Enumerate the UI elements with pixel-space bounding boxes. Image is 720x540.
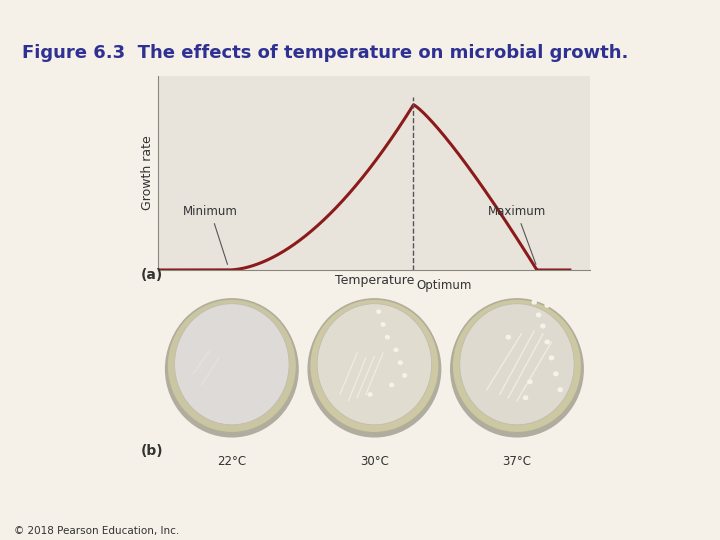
- Ellipse shape: [557, 387, 563, 392]
- Text: Optimum: Optimum: [417, 279, 472, 293]
- Text: Figure 6.3  The effects of temperature on microbial growth.: Figure 6.3 The effects of temperature on…: [22, 44, 628, 63]
- Ellipse shape: [384, 335, 390, 340]
- Ellipse shape: [397, 360, 403, 365]
- Ellipse shape: [452, 299, 582, 433]
- X-axis label: Temperature: Temperature: [335, 274, 414, 287]
- Ellipse shape: [402, 373, 408, 378]
- Ellipse shape: [544, 303, 550, 308]
- Ellipse shape: [527, 379, 533, 384]
- Text: © 2018 Pearson Education, Inc.: © 2018 Pearson Education, Inc.: [14, 525, 180, 536]
- Text: 22°C: 22°C: [217, 455, 246, 468]
- Text: 30°C: 30°C: [360, 455, 389, 468]
- Ellipse shape: [523, 395, 528, 400]
- Ellipse shape: [544, 340, 550, 345]
- Ellipse shape: [376, 309, 382, 314]
- Ellipse shape: [531, 300, 537, 305]
- Ellipse shape: [393, 348, 399, 352]
- Text: (b): (b): [140, 444, 163, 458]
- Ellipse shape: [536, 312, 541, 318]
- Ellipse shape: [175, 303, 289, 425]
- Ellipse shape: [549, 355, 554, 360]
- Ellipse shape: [553, 372, 559, 376]
- Text: Maximum: Maximum: [487, 205, 546, 265]
- Ellipse shape: [317, 303, 432, 425]
- Text: 37°C: 37°C: [503, 455, 531, 468]
- Ellipse shape: [380, 322, 386, 327]
- Ellipse shape: [540, 323, 546, 328]
- Ellipse shape: [389, 382, 395, 387]
- Ellipse shape: [167, 299, 297, 433]
- Ellipse shape: [310, 299, 439, 433]
- Ellipse shape: [450, 301, 584, 437]
- Ellipse shape: [505, 335, 511, 340]
- Ellipse shape: [460, 303, 575, 425]
- Ellipse shape: [367, 392, 373, 397]
- Ellipse shape: [307, 301, 441, 437]
- Ellipse shape: [165, 301, 299, 437]
- Text: Minimum: Minimum: [183, 205, 238, 265]
- Y-axis label: Growth rate: Growth rate: [141, 136, 154, 210]
- Text: (a): (a): [140, 268, 163, 282]
